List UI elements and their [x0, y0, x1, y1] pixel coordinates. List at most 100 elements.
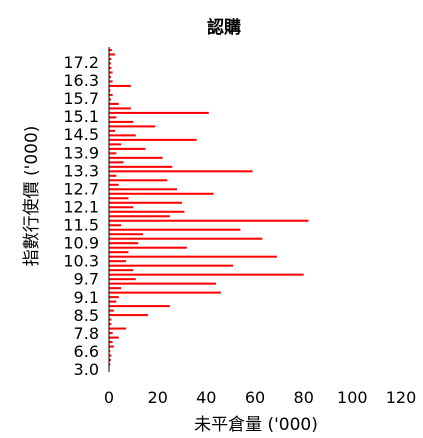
- bar: [109, 224, 122, 227]
- bar: [109, 309, 114, 312]
- bar: [109, 300, 117, 303]
- y-tick-label: 9.1: [74, 288, 99, 307]
- bar: [109, 269, 134, 272]
- bar: [109, 345, 114, 348]
- y-tick-label: 6.6: [74, 342, 99, 361]
- bar: [109, 305, 170, 308]
- bar: [109, 255, 277, 258]
- y-tick-labels: 17.216.315.715.114.513.913.312.712.111.5…: [63, 53, 99, 379]
- bar: [109, 291, 221, 294]
- bar: [109, 165, 173, 168]
- bar: [109, 354, 112, 357]
- bar: [109, 341, 113, 344]
- bar: [109, 53, 116, 56]
- y-tick-label: 12.7: [63, 179, 99, 198]
- bar: [109, 197, 129, 200]
- y-tick-label: 15.1: [63, 107, 99, 126]
- y-tick-label: 17.2: [63, 53, 99, 72]
- bar: [109, 89, 111, 92]
- bar: [109, 174, 117, 177]
- x-tick-labels: 0 20 40 60 80 100 120: [104, 388, 416, 407]
- bar: [109, 102, 119, 105]
- bar: [109, 152, 117, 155]
- bar: [109, 210, 185, 213]
- y-tick-label: 16.3: [63, 71, 99, 90]
- bar: [109, 84, 131, 87]
- y-tick-label: 3.0: [74, 360, 99, 379]
- x-tick-label: 20: [148, 388, 168, 407]
- x-tick-label: 0: [104, 388, 114, 407]
- bar: [109, 134, 136, 137]
- bar: [109, 116, 117, 119]
- bar: [109, 129, 116, 132]
- bar: [109, 327, 127, 330]
- bar: [109, 323, 112, 326]
- bar: [109, 179, 168, 182]
- bar: [109, 251, 129, 254]
- bar: [109, 147, 146, 150]
- bar: [109, 282, 217, 285]
- x-tick-label: 40: [196, 388, 216, 407]
- x-tick-label: 100: [337, 388, 368, 407]
- bar: [109, 138, 197, 141]
- bar: [109, 120, 134, 123]
- bar: [109, 49, 112, 52]
- bar: [109, 62, 111, 65]
- y-tick-label: 10.3: [63, 252, 99, 271]
- y-tick-label: 9.7: [74, 270, 99, 289]
- bar: [109, 332, 113, 335]
- bar: [109, 156, 163, 159]
- bar: [109, 228, 241, 231]
- bar: [109, 206, 134, 209]
- bar: [109, 183, 119, 186]
- y-tick-label: 13.9: [63, 143, 99, 162]
- bar: [109, 246, 187, 249]
- y-tick-label: 10.9: [63, 234, 99, 253]
- bar: [109, 111, 209, 114]
- x-axis-label: 未平倉量 ('000): [194, 415, 318, 435]
- y-tick-label: 7.8: [74, 324, 99, 343]
- bar: [109, 363, 111, 366]
- bar: [109, 260, 127, 263]
- y-tick-label: 14.5: [63, 125, 99, 144]
- bar: [109, 215, 170, 218]
- bar: [109, 57, 112, 61]
- y-tick-label: 15.7: [63, 89, 99, 108]
- x-tick-label: 80: [294, 388, 314, 407]
- bar: [109, 219, 309, 222]
- bar: [109, 188, 178, 191]
- bar: [109, 237, 263, 240]
- bar: [109, 66, 112, 69]
- bar: [109, 161, 124, 164]
- bar: [109, 93, 113, 96]
- bar: [109, 296, 119, 299]
- bar: [109, 98, 111, 101]
- bars-group: [109, 49, 309, 366]
- y-tick-label: 11.5: [63, 216, 99, 235]
- bar: [109, 242, 139, 245]
- y-tick-label: 12.1: [63, 198, 99, 217]
- x-tick-label: 60: [245, 388, 265, 407]
- bar: [109, 314, 148, 317]
- bar: [109, 75, 111, 78]
- bar: [109, 273, 304, 276]
- bar: [109, 170, 253, 173]
- bar: [109, 278, 136, 281]
- bar: [109, 107, 131, 110]
- bar: [109, 71, 113, 74]
- bar: [109, 336, 119, 339]
- bar: [109, 80, 113, 83]
- bar: [109, 143, 122, 146]
- bar: [109, 350, 111, 353]
- y-tick-label: 13.3: [63, 161, 99, 180]
- y-axis-label: 指數行使價 ('000): [21, 126, 42, 267]
- y-tick-label: 8.5: [74, 306, 99, 325]
- bar: [109, 192, 214, 195]
- bar: [109, 233, 144, 236]
- x-tick-label: 120: [386, 388, 417, 407]
- bar: [109, 287, 122, 290]
- bar: [109, 264, 234, 267]
- bar: [109, 201, 182, 204]
